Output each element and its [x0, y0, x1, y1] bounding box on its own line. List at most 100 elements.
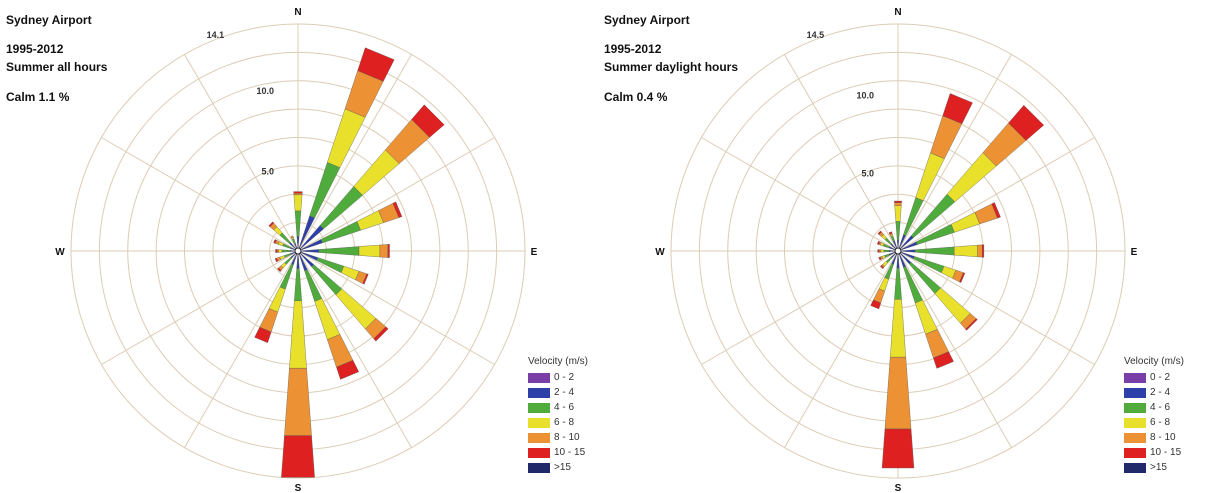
petal-segment-90deg-bin1 — [899, 249, 916, 253]
legend-swatch — [1124, 462, 1146, 473]
petal-segment-180deg-bin1 — [296, 252, 300, 269]
legend-swatch — [1124, 372, 1146, 383]
legend-item-6-8: 6 - 8 — [1124, 415, 1204, 430]
legend-item-10-15: 10 - 15 — [528, 445, 608, 460]
legend-label: 0 - 2 — [554, 372, 575, 383]
petal-segment-135deg-bin3 — [335, 288, 377, 330]
petal-segment-0deg-bin5 — [894, 200, 902, 203]
petal-segment-337.5deg-bin5 — [888, 231, 893, 235]
grid-spoke — [897, 250, 1095, 365]
windrose-plot-all-hours: N E S W 14.1 5.0 10.0 — [55, 7, 537, 493]
petal-segment-90deg-bin4 — [977, 244, 983, 258]
petal-segment-337.5deg-bin4 — [290, 235, 294, 239]
grid-spoke — [701, 250, 899, 365]
max-frequency-label: 14.1 — [207, 30, 225, 40]
windrose-panel-daylight-hours: N E S W 14.5 5.0 10.0 Sydney Airport 1995-2012… — [598, 0, 1200, 493]
legend-label: 4 - 6 — [554, 402, 575, 413]
legend-label: 6 - 8 — [1150, 417, 1171, 428]
grid-spoke — [701, 137, 899, 252]
petal-segment-112.5deg-bin5 — [959, 272, 966, 283]
petal-segment-270deg-bin5 — [275, 249, 278, 253]
grid-spoke — [897, 250, 1012, 448]
petal-segment-45deg-bin5 — [411, 104, 445, 138]
legend-item-2-4: 2 - 4 — [1124, 385, 1204, 400]
petal-segment-225deg-bin5 — [879, 265, 884, 270]
windrose-panel-all-hours: N E S W 14.1 5.0 10.0 Sydney Airport 1995-2012… — [0, 0, 602, 493]
legend-swatch — [1124, 387, 1146, 398]
legend-swatch — [528, 447, 550, 458]
grid-spoke — [297, 137, 495, 252]
velocity-legend: Velocity (m/s) 0 - 2 2 - 4 4 - 6 6 - 8 8… — [1124, 356, 1204, 475]
legend-label: 10 - 15 — [1150, 447, 1182, 458]
legend-label: 4 - 6 — [1150, 402, 1171, 413]
legend-label: >15 — [554, 462, 571, 473]
petal-segment-22.5deg-bin5 — [942, 93, 973, 124]
petal-segment-202.5deg-bin5 — [254, 327, 272, 343]
compass-label-s: S — [295, 483, 302, 493]
petal-segment-90deg-bin3 — [358, 244, 381, 258]
compass-label-n: N — [894, 7, 901, 18]
ring-value-label: 5.0 — [261, 167, 274, 177]
petal-segment-157.5deg-bin5 — [933, 351, 954, 369]
legend-swatch — [528, 372, 550, 383]
max-frequency-label: 14.5 — [807, 30, 825, 40]
petal-segment-180deg-bin4 — [884, 356, 912, 430]
chart-period: 1995-2012 — [6, 42, 64, 56]
petal-segment-270deg-bin4 — [276, 249, 279, 253]
petal-segment-112.5deg-bin2 — [316, 257, 345, 273]
petal-segment-90deg-bin2 — [318, 246, 360, 256]
compass-label-w: W — [655, 247, 665, 258]
chart-subtitle: Summer daylight hours — [604, 60, 739, 74]
legend-swatch — [528, 462, 550, 473]
legend-swatch — [1124, 402, 1146, 413]
petal-segment-112.5deg-bin5 — [362, 273, 369, 285]
chart-period: 1995-2012 — [604, 42, 662, 56]
petal-segment-180deg-bin4 — [284, 368, 312, 436]
petal-segment-270deg-bin5 — [877, 249, 880, 253]
grid-spoke — [184, 54, 299, 252]
ring-value-label: 10.0 — [856, 90, 874, 100]
petal-segment-0deg-bin2 — [294, 210, 302, 237]
legend-swatch — [528, 387, 550, 398]
petal-segment-315deg-bin5 — [268, 221, 275, 228]
petal-segment-67.5deg-bin3 — [950, 212, 980, 233]
legend-item-8-10: 8 - 10 — [528, 430, 608, 445]
chart-title: Sydney Airport — [604, 13, 690, 27]
legend-swatch — [528, 402, 550, 413]
windrose-plot-daylight-hours: N E S W 14.5 5.0 10.0 — [655, 7, 1138, 493]
grid-spoke — [784, 54, 899, 252]
legend-item-over-15: >15 — [1124, 460, 1204, 475]
petal-segment-90deg-bin4 — [379, 244, 389, 258]
legend-item-4-6: 4 - 6 — [528, 400, 608, 415]
petal-segment-292.5deg-bin5 — [876, 240, 881, 245]
petal-segment-270deg-bin3 — [278, 249, 283, 253]
legend-item-0-2: 0 - 2 — [528, 370, 608, 385]
petal-segment-22.5deg-bin5 — [357, 47, 395, 82]
grid-spoke — [897, 137, 1095, 252]
compass-label-w: W — [55, 247, 65, 258]
petal-segment-180deg-bin5 — [281, 435, 315, 478]
compass-label-e: E — [1131, 247, 1138, 258]
petal-segment-202.5deg-bin5 — [870, 299, 882, 310]
legend-label: 2 - 4 — [1150, 387, 1171, 398]
legend-label: >15 — [1150, 462, 1167, 473]
calm-percentage: Calm 0.4 % — [604, 90, 668, 104]
petal-segment-90deg-bin2 — [914, 246, 955, 256]
petal-segment-180deg-bin2 — [294, 268, 302, 301]
velocity-legend: Velocity (m/s) 0 - 2 2 - 4 4 - 6 6 - 8 8… — [528, 356, 608, 475]
legend-item-4-6: 4 - 6 — [1124, 400, 1204, 415]
legend-title: Velocity (m/s) — [528, 356, 589, 367]
grid-spoke — [184, 250, 299, 448]
grid-spoke — [297, 250, 412, 448]
petal-segment-45deg-bin3 — [946, 152, 997, 203]
legend-item-over-15: >15 — [528, 460, 608, 475]
legend-label: 6 - 8 — [554, 417, 575, 428]
petal-segment-0deg-bin5 — [293, 191, 303, 194]
petal-segment-247.5deg-bin5 — [878, 256, 882, 261]
petal-segment-22.5deg-bin4 — [930, 115, 963, 159]
legend-swatch — [1124, 432, 1146, 443]
petal-segment-90deg-bin5 — [387, 244, 390, 258]
petal-segment-0deg-bin4 — [894, 202, 902, 206]
windrose-petals — [870, 93, 1045, 469]
petal-segment-0deg-bin3 — [894, 205, 902, 222]
